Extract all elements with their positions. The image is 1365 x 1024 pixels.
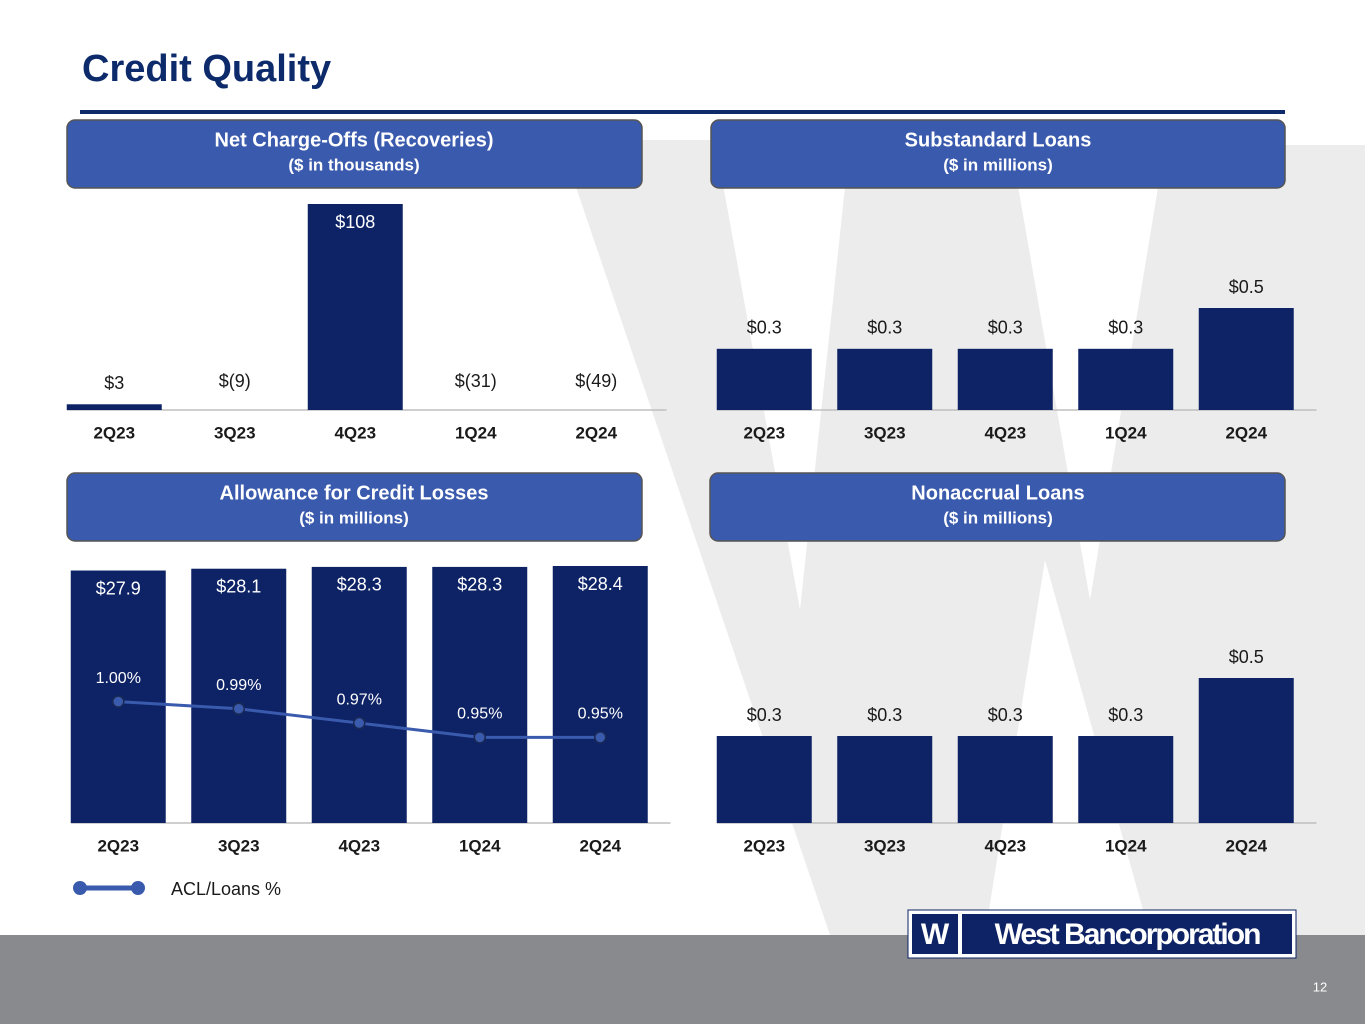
data-label: $0.3 (867, 318, 902, 338)
bar (552, 566, 648, 823)
header-box (66, 472, 643, 542)
x-tick-label: 3Q23 (864, 836, 906, 855)
x-tick-label: 3Q23 (218, 836, 260, 855)
x-tick-label: 4Q23 (984, 423, 1026, 442)
title-rule (80, 110, 1285, 114)
data-label: $0.5 (1229, 647, 1264, 667)
data-label: $27.9 (96, 578, 141, 598)
chart-subtitle: ($ in millions) (943, 155, 1053, 174)
data-label: $28.3 (337, 575, 382, 595)
chart-title: Net Charge-Offs (Recoveries) (215, 129, 494, 151)
x-tick-label: 3Q23 (864, 423, 906, 442)
bar (957, 736, 1053, 823)
data-label: $(49) (575, 371, 617, 391)
line-point (353, 716, 366, 730)
bar (1198, 308, 1294, 410)
bar (837, 348, 933, 410)
x-tick-label: 1Q24 (1105, 423, 1147, 442)
bar (307, 204, 403, 410)
bar (1198, 678, 1294, 823)
header-box (709, 472, 1286, 542)
line-point (112, 695, 125, 708)
x-tick-label: 3Q23 (214, 423, 256, 442)
chart-subtitle: ($ in millions) (943, 508, 1053, 527)
bar (432, 566, 528, 823)
bar (716, 348, 812, 410)
bar (1078, 348, 1174, 410)
chart-title: Substandard Loans (905, 129, 1092, 151)
data-label: $0.5 (1229, 277, 1264, 297)
logo-mark: W (921, 918, 950, 951)
bar (66, 404, 162, 410)
chart-subtitle: ($ in millions) (299, 508, 409, 527)
x-tick-label: 1Q24 (1105, 836, 1147, 855)
x-tick-label: 2Q23 (743, 836, 785, 855)
x-tick-label: 4Q23 (334, 423, 376, 442)
bar (957, 348, 1053, 410)
x-tick-label: 2Q24 (579, 836, 621, 855)
line-point (594, 731, 607, 744)
x-tick-label: 1Q24 (455, 423, 497, 442)
chart-title: Allowance for Credit Losses (220, 482, 489, 504)
x-tick-label: 2Q23 (93, 423, 135, 442)
data-label: $0.3 (1108, 705, 1143, 725)
legend-point (131, 881, 145, 895)
data-label: $(9) (219, 371, 251, 391)
data-label: 0.95% (457, 706, 502, 723)
page-number: 12 (1313, 979, 1327, 994)
legend-label: ACL/Loans % (171, 879, 281, 899)
x-tick-label: 4Q23 (338, 836, 380, 855)
bar (716, 736, 812, 823)
bar (191, 568, 287, 823)
x-tick-label: 2Q23 (743, 423, 785, 442)
header-box (710, 119, 1286, 189)
data-label: $0.3 (988, 705, 1023, 725)
x-tick-label: 2Q24 (1225, 423, 1267, 442)
data-label: $0.3 (1108, 318, 1143, 338)
line-point (232, 702, 245, 716)
bar (1078, 736, 1174, 823)
x-tick-label: 1Q24 (459, 836, 501, 855)
data-label: $3 (104, 373, 124, 393)
data-label: $28.1 (216, 576, 261, 596)
chart-subtitle: ($ in thousands) (288, 155, 419, 174)
data-label: $(31) (455, 371, 497, 391)
data-label: $28.4 (578, 574, 623, 594)
data-label: 0.99% (216, 677, 261, 694)
data-label: $0.3 (988, 318, 1023, 338)
data-label: 0.97% (337, 691, 382, 708)
data-label: $0.3 (747, 705, 782, 725)
logo-mark-box (912, 914, 958, 954)
bar (837, 736, 933, 823)
data-label: $0.3 (747, 318, 782, 338)
x-tick-label: 4Q23 (984, 836, 1026, 855)
x-tick-label: 2Q23 (97, 836, 139, 855)
legend-point (73, 881, 87, 895)
page-title: Credit Quality (82, 48, 331, 90)
data-label: 1.00% (96, 670, 141, 687)
bar (311, 566, 407, 823)
chart-title: Nonaccrual Loans (911, 482, 1084, 504)
data-label: $28.3 (457, 575, 502, 595)
header-box (66, 119, 643, 189)
data-label: $0.3 (867, 705, 902, 725)
x-tick-label: 2Q24 (1225, 836, 1267, 855)
data-label: 0.95% (578, 706, 623, 723)
line-point (473, 731, 486, 744)
x-tick-label: 2Q24 (575, 423, 617, 442)
data-label: $108 (335, 212, 375, 232)
logo-text: West Bancorporation (995, 918, 1260, 951)
logo-text-box (962, 914, 1292, 954)
